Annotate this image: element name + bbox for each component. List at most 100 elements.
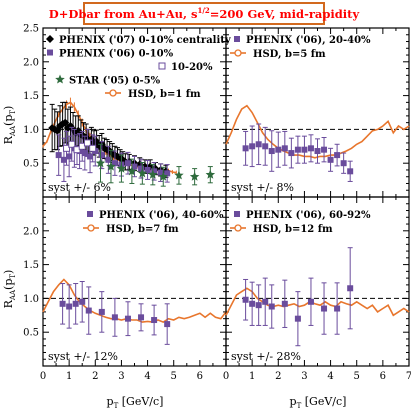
data-point [249,300,256,307]
hsd-curve [42,278,227,323]
data-point [81,150,88,157]
title-rest2: =200 GeV, mid-rapidity [210,7,360,21]
data-point [255,141,262,148]
data-point [66,122,75,131]
data-point [85,307,92,314]
data-point [89,144,97,152]
legend: PHENIX ('06), 20-40% HSD, b=5 fm [230,35,371,60]
syst-label: syst +/- 28% [231,350,301,363]
legend-label: HSD, b=1 fm [128,89,201,100]
panel-frame [42,196,227,367]
syst-label: syst +/- 12% [48,350,118,363]
x-tick-label: 3 [301,371,307,382]
data-point [66,153,73,160]
legend-marker [234,211,240,217]
data-point [164,321,171,328]
x-tick-label: 2 [275,371,281,382]
data-point [321,305,328,312]
data-point [98,152,105,159]
data-point [314,148,321,155]
data-point [60,156,67,163]
data-point [116,163,127,173]
legend-marker [87,211,93,217]
data-point [105,156,112,163]
data-point [334,305,341,312]
hsd-curve [225,287,410,317]
y-label-bottom-text: RAA(pT) [2,270,17,309]
data-point [281,145,288,152]
legend: PHENIX ('07) 0-10% centrality PHENIX ('06… [46,35,232,100]
syst-label: syst +/- 8% [231,181,294,194]
data-point [205,169,216,179]
legend-hsd-marker [87,224,95,232]
data-point [66,303,73,310]
series-square [242,247,354,347]
series-square [242,123,354,182]
y-tick-label: 1.5 [23,260,39,271]
data-point [262,143,269,150]
legend-label: HSD, b=12 fm [253,224,333,235]
y-label-top-text: RAA(pT) [2,106,17,145]
title-rest1: from Au+Au, s [100,7,198,21]
data-point [79,298,86,305]
legend-label: PHENIX ('06), 40-60% [99,210,224,221]
legend: PHENIX ('06), 40-60% HSD, b=7 fm [83,210,224,235]
data-point [164,170,171,177]
y-tick-label: 0.5 [23,159,39,170]
legend-label: 10-20% [171,62,213,73]
legend-marker [46,35,54,43]
y-tick-label: 1.0 [23,294,39,305]
legend-marker [55,74,65,84]
legend-label: HSD, b=5 fm [253,49,326,60]
x-tick-label: 7 [406,371,411,382]
data-point [294,315,301,322]
legend-hsd-marker [234,224,242,232]
data-point [137,168,148,178]
data-point [61,118,70,127]
data-point [148,169,158,179]
series-hsd [42,278,227,323]
panels: 0.5 1.0 1.5 2.0 2.5 PHENIX ('07) 0-10% centra… [23,24,411,383]
title-main: D+Dbar [49,7,101,21]
panel-bottom-right: 0 1 2 3 4 5 6 7 PHENIX ('06), 60-92% HSD, b=12 fm… [223,196,411,382]
data-point [158,171,168,181]
data-point [59,300,66,307]
x-tick-label: 4 [327,371,333,382]
data-point [347,168,354,175]
data-point [124,160,131,167]
data-point [124,315,131,322]
legend-marker [234,36,240,42]
legend-hsd-marker [234,49,242,57]
data-point [242,296,249,303]
series-star [95,143,216,187]
panel-bottom-left: 0.5 1.0 1.5 2.0 0 1 2 3 4 5 6 PHENIX ('06), 40-60% H… [23,196,227,382]
y-axis-label-top: RAA(pT) [2,106,17,145]
data-point [138,165,145,172]
data-point [189,171,200,181]
y-tick-label: 2.0 [23,57,39,68]
data-point [55,152,62,159]
y-tick-label: 1.5 [23,91,39,102]
data-point [301,146,308,153]
data-point [307,145,314,152]
legend-label: PHENIX ('07) 0-10% centrality [59,35,232,46]
x-axis-label-right: pT [GeV/c] [290,395,347,410]
syst-label: syst +/- 6% [48,181,111,194]
x-tick-label: 6 [380,371,386,382]
data-point [347,285,354,292]
legend: PHENIX ('06), 60-92% HSD, b=12 fm [230,210,371,235]
title-frame [83,2,325,25]
y-tick-label: 1.0 [23,125,39,136]
data-point [334,152,341,159]
y-tick-label: 2.0 [23,226,39,237]
data-point [174,170,184,180]
title-box: D+Dbar from Au+Au, s1/2=200 GeV, mid-rap… [49,2,360,25]
data-point [242,145,249,152]
data-point [327,156,334,163]
x-tick-label: 1 [66,371,72,382]
data-point [340,160,347,167]
data-point [127,166,137,176]
legend-label: HSD, b=7 fm [106,224,179,235]
data-point [95,158,106,168]
y-tick-label: 0.5 [23,328,39,339]
